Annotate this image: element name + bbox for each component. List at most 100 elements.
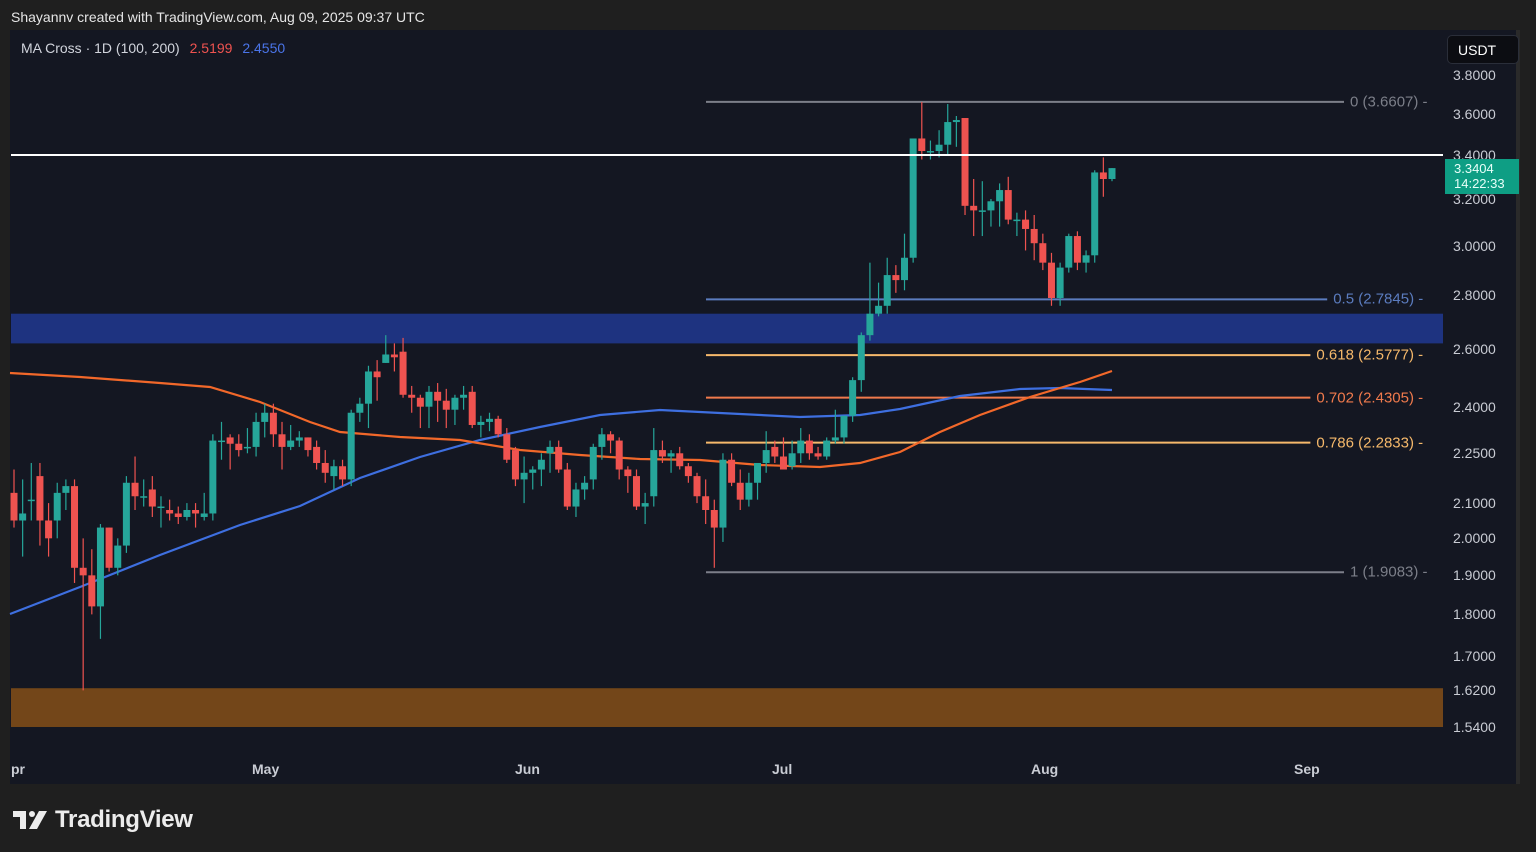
candle-body — [883, 275, 891, 306]
price-axis-label: 2.6000 — [1453, 340, 1496, 357]
candle-body — [762, 450, 770, 463]
candle-body — [581, 482, 589, 490]
candle-body — [1108, 168, 1116, 179]
candle-body — [771, 446, 779, 457]
candle-body — [157, 506, 165, 509]
price-axis-label: 3.8000 — [1453, 66, 1496, 83]
candle-body — [321, 462, 329, 473]
ma200-value: 2.4550 — [242, 40, 286, 56]
tradingview-logo[interactable]: TradingView — [13, 806, 193, 834]
candle-body — [710, 510, 718, 528]
candle-body — [978, 210, 986, 212]
candle-body — [278, 434, 286, 447]
candle-body — [702, 496, 710, 511]
candle-body — [1039, 243, 1047, 263]
candle-body — [805, 440, 813, 454]
ma100-line — [9, 386, 1113, 616]
candle-body — [779, 456, 787, 470]
price-axis-label: 2.1000 — [1453, 495, 1496, 512]
candle-body — [624, 469, 632, 477]
logo-text: TradingView — [55, 806, 193, 833]
candle-body — [1056, 267, 1064, 299]
candle-body — [425, 391, 433, 407]
candle-body — [209, 440, 217, 514]
candle-body — [875, 305, 883, 314]
candlestick-series — [10, 102, 1116, 691]
fib-label-0.618: 0.618 (2.5777) - — [1316, 346, 1424, 364]
bar-countdown: 14:22:33 — [1454, 176, 1505, 191]
candle-body — [961, 118, 969, 206]
candle-body — [408, 394, 416, 398]
candle-body — [1082, 255, 1090, 263]
price-axis-label: 1.6200 — [1453, 682, 1496, 699]
candle-body — [857, 335, 865, 381]
time-axis-label: Jul — [772, 761, 793, 777]
price-axis-label: 2.8000 — [1453, 287, 1496, 304]
candle-body — [183, 510, 191, 517]
candle-body — [511, 450, 519, 480]
candle-body — [503, 434, 511, 460]
candle-body — [970, 205, 978, 211]
candle-body — [944, 122, 952, 145]
candle-body — [572, 489, 580, 507]
candle-body — [1004, 190, 1012, 220]
candle-body — [676, 453, 684, 467]
candle-body — [892, 275, 900, 281]
candle-body — [200, 513, 208, 517]
candle-body — [477, 421, 485, 425]
zones-layer — [11, 313, 1443, 727]
candle-body — [1030, 228, 1038, 244]
candle-body — [598, 434, 606, 447]
candle-body — [823, 440, 831, 457]
current-price-tag: 3.3404 14:22:33 — [1445, 159, 1519, 194]
candle-body — [131, 482, 139, 497]
price-axis-label: 1.7000 — [1453, 647, 1496, 664]
indicator-legend[interactable]: MA Cross · 1D (100, 200) 2.5199 2.4550 — [21, 40, 285, 56]
candle-body — [140, 496, 148, 498]
current-price: 3.3404 — [1454, 161, 1494, 176]
candle-body — [650, 450, 658, 497]
candle-body — [987, 201, 995, 211]
fib-label-0.5: 0.5 (2.7845) - — [1333, 290, 1424, 308]
candle-body — [399, 351, 407, 395]
candle-body — [719, 459, 727, 528]
candle-body — [935, 144, 943, 152]
candle-body — [416, 397, 424, 407]
indicator-title: MA Cross · 1D (100, 200) — [21, 40, 180, 56]
candle-body — [632, 476, 640, 507]
time-axis-label: Sep — [1294, 761, 1320, 777]
time-axis-label: pr — [11, 761, 25, 777]
candle-body — [243, 446, 251, 449]
candle-body — [520, 472, 528, 480]
candle-body — [684, 466, 692, 477]
ma100-value: 2.5199 — [189, 40, 233, 56]
candle-body — [754, 462, 762, 483]
candle-body — [537, 459, 545, 470]
candle-body — [451, 397, 459, 410]
candle-body — [226, 437, 234, 444]
candle-body — [166, 510, 174, 514]
candle-body — [952, 120, 960, 123]
candle-body — [390, 354, 398, 358]
candle-body — [330, 466, 338, 477]
candle-body — [607, 434, 615, 441]
candle-body — [494, 418, 502, 435]
price-axis-label: 2.0000 — [1453, 530, 1496, 547]
candle-body — [814, 453, 822, 457]
candle-body — [27, 499, 35, 502]
price-axis-label: 1.9000 — [1453, 567, 1496, 584]
time-axis-label: May — [252, 761, 280, 777]
candle-body — [926, 151, 934, 153]
currency-selector-button[interactable]: USDT — [1447, 35, 1519, 64]
candle-body — [901, 257, 909, 281]
candle-body — [235, 443, 243, 451]
price-axis-label: 3.0000 — [1453, 237, 1496, 254]
time-axis-label: Aug — [1031, 761, 1059, 777]
candle-body — [148, 489, 156, 507]
candle-body — [849, 380, 857, 416]
candle-body — [996, 190, 1004, 202]
candle-body — [269, 412, 277, 435]
fib-label-1: 1 (1.9083) - — [1350, 563, 1428, 581]
candle-body — [287, 440, 295, 447]
